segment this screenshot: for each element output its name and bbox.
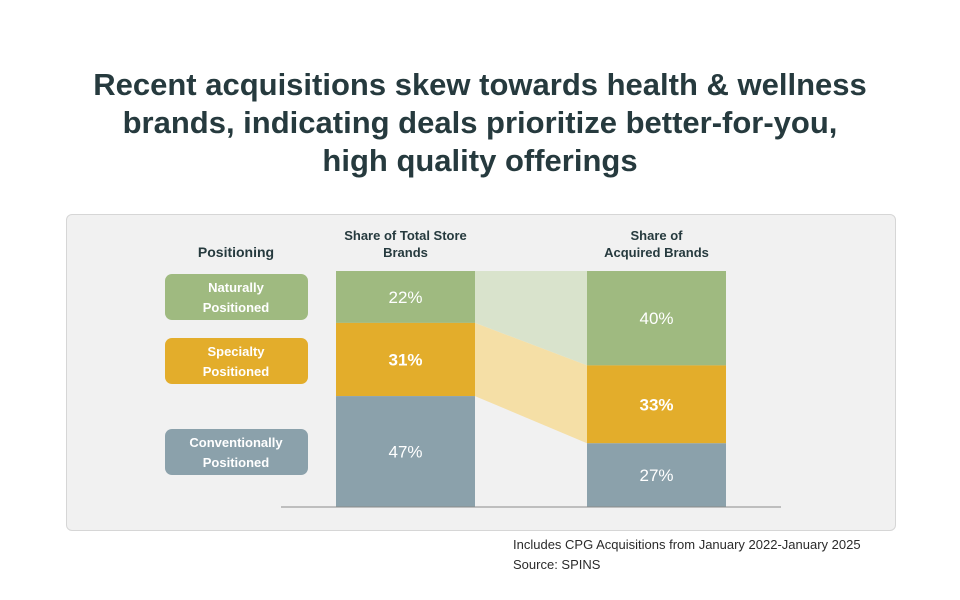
category-label: Share of — [630, 228, 683, 243]
title-line-3: high quality offerings — [322, 143, 638, 178]
data-label: 40% — [639, 309, 673, 328]
title-line-1: Recent acquisitions skew towards health … — [93, 67, 867, 102]
legend-label: Specialty — [207, 344, 265, 359]
connector-band — [475, 322, 587, 444]
bar-segment — [587, 271, 726, 366]
legend-label: Conventionally — [189, 435, 283, 450]
data-label: 33% — [639, 395, 673, 414]
chart-title: Recent acquisitions skew towards health … — [40, 66, 920, 180]
data-label: 31% — [388, 351, 422, 370]
category-label: Acquired Brands — [604, 245, 709, 260]
legend-label: Positioned — [203, 300, 270, 315]
legend-swatch — [165, 429, 308, 475]
legend-label: Positioned — [203, 364, 270, 379]
data-label: 22% — [388, 288, 422, 307]
footnote: Includes CPG Acquisitions from January 2… — [513, 535, 861, 575]
category-label: Brands — [383, 245, 428, 260]
legend-swatch — [165, 338, 308, 384]
legend-swatch — [165, 274, 308, 320]
title-line-2: brands, indicating deals prioritize bett… — [122, 105, 838, 140]
data-label: 47% — [388, 443, 422, 462]
footnote-scope: Includes CPG Acquisitions from January 2… — [513, 537, 861, 552]
connector-band — [475, 271, 587, 366]
bar-segment — [336, 271, 475, 323]
footnote-source: Source: SPINS — [513, 557, 601, 572]
legend-label: Naturally — [208, 280, 264, 295]
data-label: 27% — [639, 466, 673, 485]
bar-segment — [336, 322, 475, 397]
legend-label: Positioned — [203, 455, 270, 470]
bar-segment — [587, 365, 726, 444]
bar-segment — [587, 443, 726, 507]
category-label: Share of Total Store — [344, 228, 467, 243]
bar-segment — [336, 396, 475, 507]
legend-title: Positioning — [198, 244, 274, 260]
